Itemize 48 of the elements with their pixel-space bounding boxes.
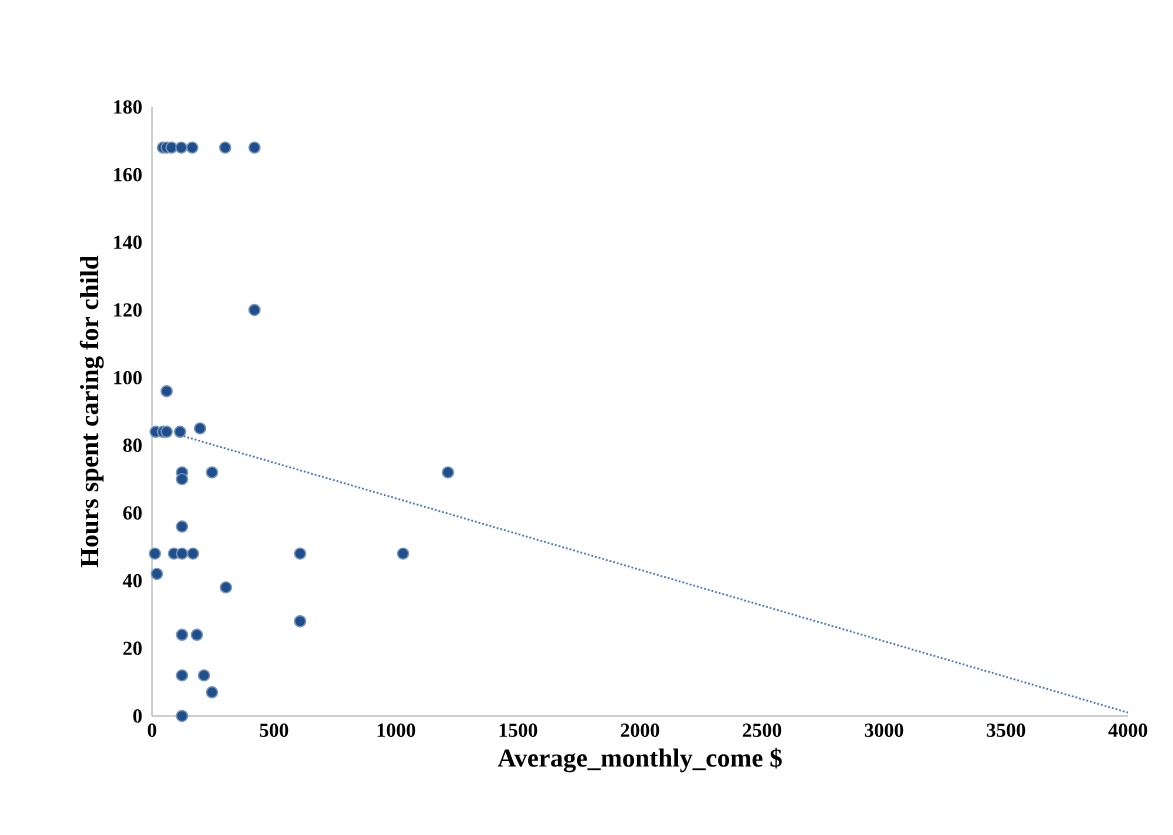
x-tick-label: 1000 (377, 723, 416, 737)
point (197, 669, 211, 682)
x-tick-label: 1500 (499, 723, 538, 737)
y-tick-label: 160 (114, 167, 142, 182)
point (175, 628, 189, 641)
x-tick-label: 2000 (620, 723, 660, 737)
point (248, 303, 261, 317)
point (293, 547, 307, 560)
point (175, 547, 189, 560)
y-tick-label: 100 (114, 370, 142, 385)
point (175, 709, 189, 723)
point (175, 472, 189, 486)
point (175, 520, 189, 533)
point (148, 547, 162, 560)
point (160, 425, 173, 438)
point (193, 422, 207, 435)
y-tick-label: 60 (123, 506, 142, 520)
point (175, 669, 189, 682)
point (293, 615, 307, 628)
point (186, 547, 200, 560)
y-tick-label: 140 (114, 235, 142, 250)
x-tick-label: 4000 (1108, 723, 1148, 737)
point (396, 547, 410, 560)
y-tick-label: 20 (123, 641, 142, 656)
point (175, 141, 188, 154)
point (190, 628, 204, 641)
point (248, 141, 261, 154)
y-tick-label: 40 (122, 573, 142, 588)
x-tick-label: 2500 (742, 723, 782, 737)
y-axis-title: Hours spent caring for child (79, 255, 104, 568)
point (205, 686, 219, 699)
point (160, 384, 173, 398)
point (219, 581, 233, 594)
point (173, 425, 187, 438)
x-tick-label: 500 (259, 723, 289, 737)
point (186, 141, 199, 154)
point (205, 466, 219, 479)
point (150, 567, 164, 581)
x-tick-label: 3000 (864, 723, 904, 737)
y-tick-label: 120 (114, 303, 142, 317)
point (219, 141, 232, 154)
point (441, 466, 455, 479)
x-axis-title: Average_monthly_come $ (497, 747, 782, 773)
y-tick-label: 180 (114, 100, 142, 114)
y-tick-label: 80 (123, 438, 142, 453)
y-tick-label: 0 (133, 709, 142, 723)
x-tick-label: 3500 (986, 723, 1026, 737)
x-tick-label: 0 (147, 723, 157, 737)
